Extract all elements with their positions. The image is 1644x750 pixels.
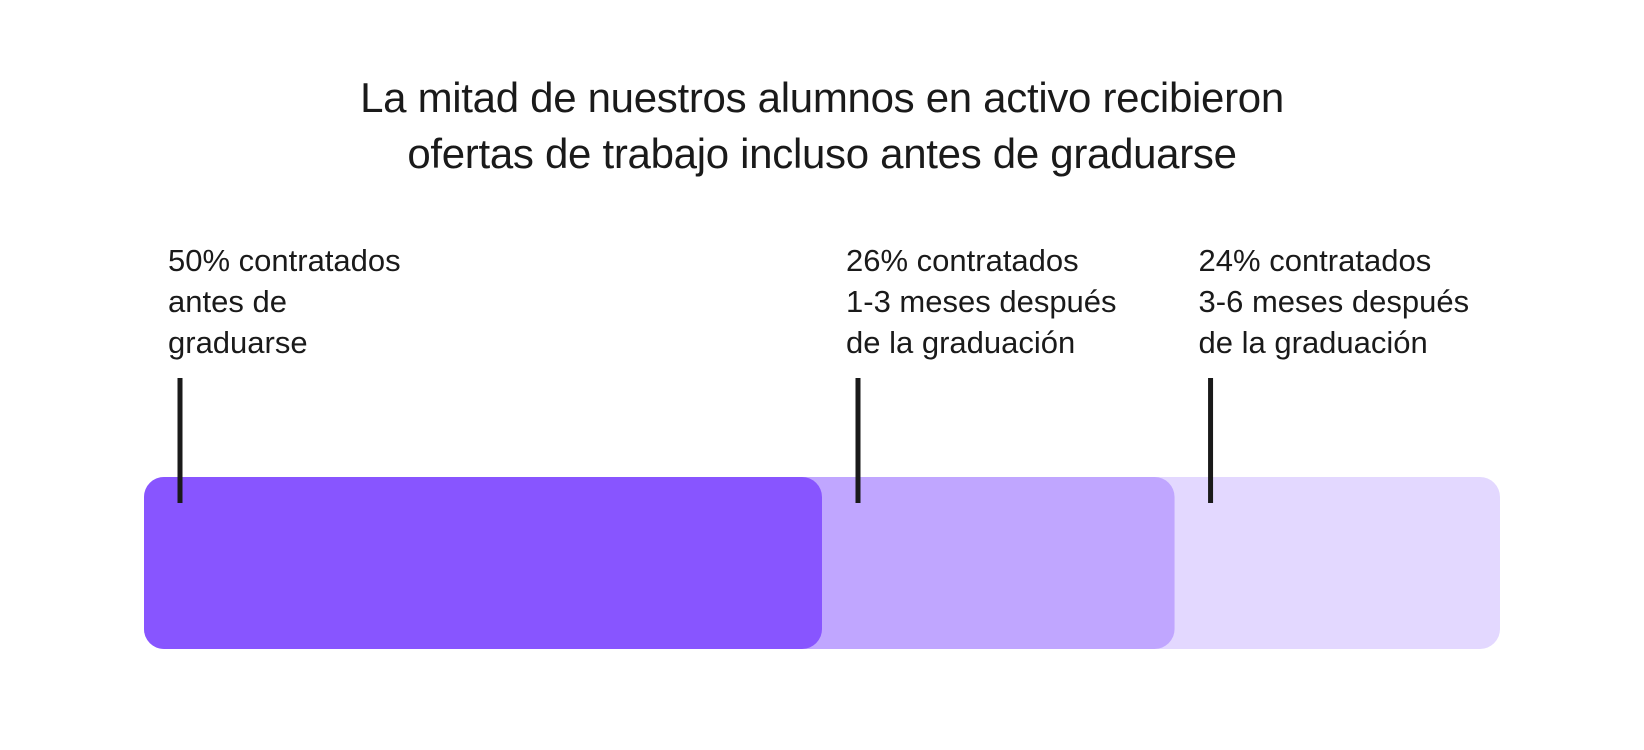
segment-label-1-line: antes de: [168, 284, 287, 319]
segment-label-1-line: graduarse: [168, 325, 308, 360]
segment-label-2-line: de la graduación: [846, 325, 1076, 360]
segment-label-1-line: 50% contratados: [168, 243, 401, 278]
segment-label-3-line: 24% contratados: [1198, 243, 1432, 278]
chart-title-line-2: ofertas de trabajo incluso antes de grad…: [407, 130, 1237, 177]
bar-segment-1: [144, 477, 822, 649]
segment-label-2-line: 1-3 meses después: [846, 284, 1117, 319]
segment-label-3-line: de la graduación: [1198, 325, 1428, 360]
segment-label-1: 50% contratados antes de graduarse: [168, 240, 401, 363]
chart-title-line-1: La mitad de nuestros alumnos en activo r…: [360, 74, 1284, 121]
segment-label-3: 24% contratados 3-6 meses después de la gr…: [1199, 240, 1470, 363]
segment-label-2: 26% contratados 1-3 meses después de la gr…: [846, 240, 1117, 363]
segment-label-3-line: 3-6 meses después: [1198, 284, 1470, 319]
chart-title: La mitad de nuestros alumnos en activo r…: [0, 70, 1644, 182]
segment-label-2-line: 26% contratados: [846, 243, 1079, 278]
